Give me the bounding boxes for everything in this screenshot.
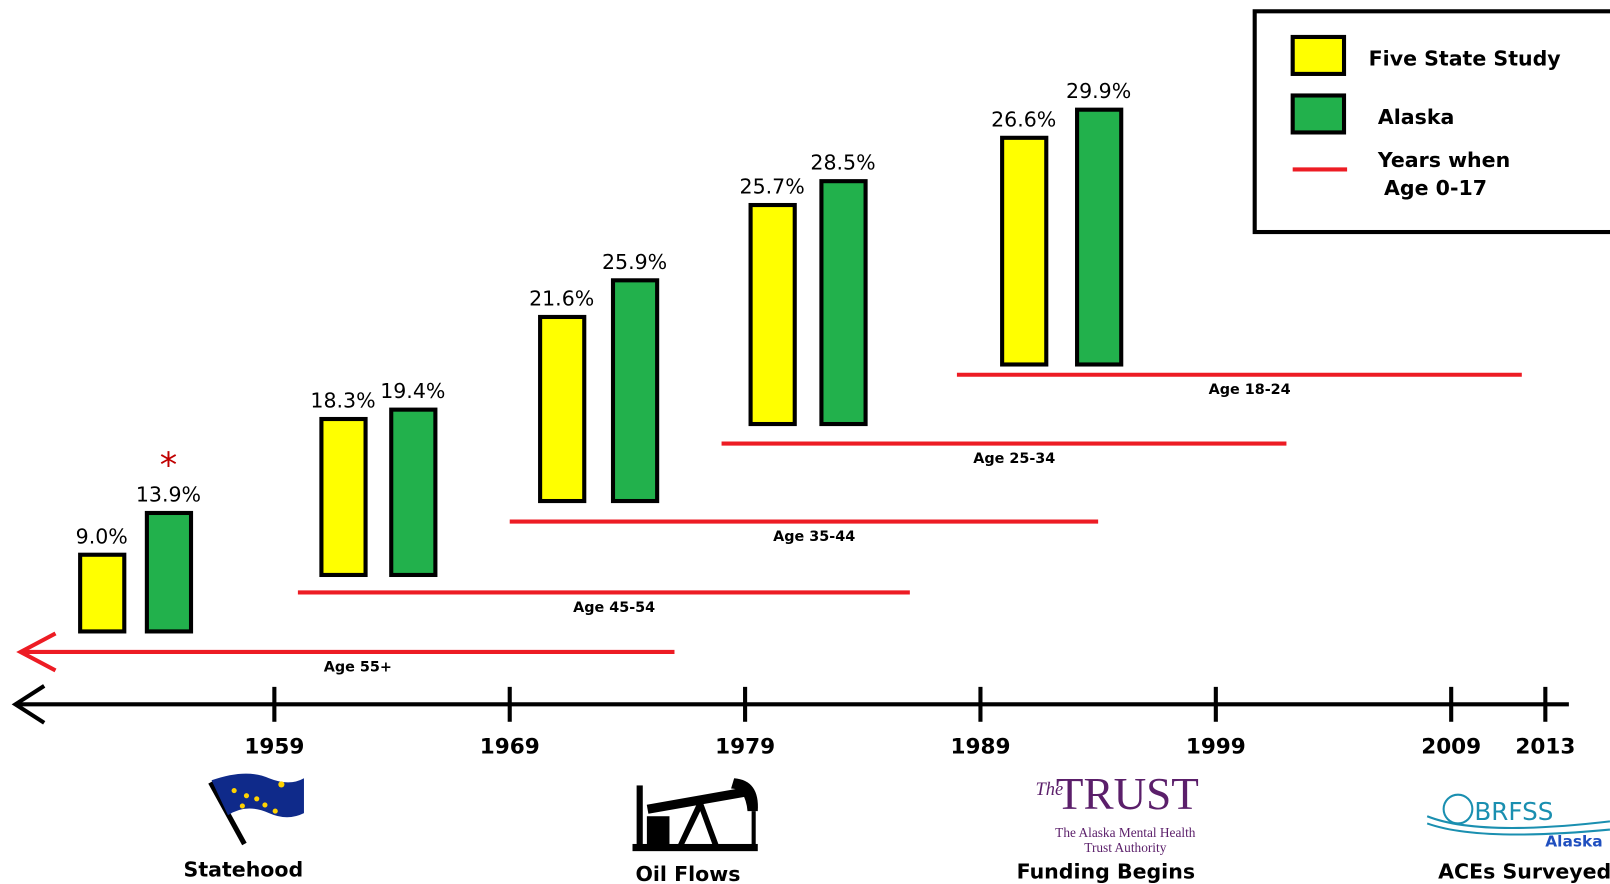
logo-text: Alaska — [1545, 832, 1602, 850]
event-caption: Oil Flows — [635, 862, 740, 884]
age-span-label: Age 55+ — [324, 659, 392, 675]
value-label: 18.3% — [310, 389, 375, 413]
logo-text: BRFSS — [1474, 797, 1553, 826]
age-span-label: Age 18-24 — [1209, 382, 1291, 398]
logo-text: The Alaska Mental Health — [1055, 825, 1196, 840]
x-tick-label: 1979 — [715, 734, 775, 759]
age-span-label: Age 25-34 — [973, 451, 1055, 467]
x-tick-label: 1999 — [1186, 734, 1246, 759]
logo-text: The — [1036, 779, 1064, 799]
event-caption: ACEs Surveyed — [1438, 860, 1610, 884]
bar — [538, 314, 587, 504]
x-tick-label: 2013 — [1515, 734, 1575, 759]
legend-label: Alaska — [1378, 105, 1454, 129]
value-label: 28.5% — [810, 151, 875, 175]
event-caption: Funding Begins — [1017, 860, 1195, 884]
timeline-arrowhead — [11, 684, 46, 725]
age-span-label: Age 45-54 — [573, 600, 655, 616]
annotation: * — [160, 446, 177, 486]
flag-icon — [208, 773, 304, 846]
bar — [819, 179, 868, 427]
x-tick-label: 1959 — [244, 734, 304, 759]
bar — [389, 407, 438, 578]
x-tick-label: 1969 — [480, 734, 540, 759]
x-tick-label: 2009 — [1421, 734, 1481, 759]
legend-label: Years when — [1377, 148, 1510, 172]
bar — [78, 552, 127, 634]
bar — [144, 510, 194, 634]
logo-text: Trust Authority — [1084, 840, 1166, 855]
age-span-label: Age 35-44 — [773, 529, 855, 545]
value-label: 29.9% — [1066, 79, 1131, 103]
legend-swatch — [1290, 93, 1347, 135]
brfss-swoosh — [1426, 793, 1610, 836]
value-label: 26.6% — [991, 107, 1056, 131]
value-label: 19.4% — [380, 379, 445, 403]
bar — [1075, 107, 1124, 367]
event-caption: Statehood — [184, 858, 304, 882]
oil-pump-icon — [632, 778, 758, 852]
logo-text: TRUST — [1056, 769, 1199, 819]
x-tick-label: 1989 — [950, 734, 1010, 759]
value-label: 25.9% — [602, 250, 667, 274]
value-label: 25.7% — [740, 175, 805, 199]
legend-label: Five State Study — [1369, 47, 1561, 71]
legend-label: Age 0-17 — [1384, 176, 1487, 200]
value-label: 21.6% — [529, 287, 594, 311]
bar — [1000, 135, 1049, 367]
value-label: 13.9% — [136, 483, 201, 507]
bar — [319, 416, 368, 578]
legend-swatch — [1290, 34, 1347, 76]
value-label: 9.0% — [76, 524, 128, 548]
bar — [748, 202, 797, 427]
bar — [610, 278, 660, 504]
